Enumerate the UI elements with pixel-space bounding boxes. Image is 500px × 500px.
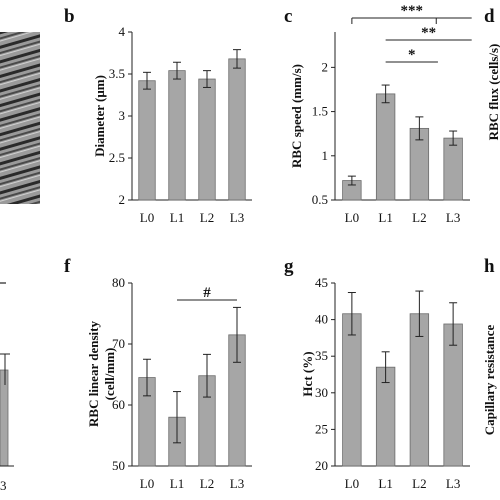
panel-g-xtick-label: L0	[345, 476, 359, 491]
panel-b-xtick-label: L2	[200, 210, 214, 225]
panel-label-b: b	[64, 6, 75, 27]
panel-c-xtick-label: L2	[412, 210, 426, 225]
panel-b-ylabel: Diameter (μm)	[92, 75, 107, 157]
panel-f-xtick-label: L1	[170, 476, 184, 491]
panel-g-ylabel: Hct (%)	[300, 351, 315, 396]
panel-f-ytick-label: 50	[112, 458, 125, 473]
panel-f-chart: 50 60 70 80 L0 L1 L2 L3 RBC linear density (cell/…	[86, 275, 252, 491]
panel-b-ytick-label: 2.5	[109, 150, 125, 165]
panel-b-xtick-label: L1	[170, 210, 184, 225]
panel-g-ytick-label: 30	[315, 385, 328, 400]
panel-c-xtick-label: L1	[378, 210, 392, 225]
panel-b-ytick-label: 3.5	[109, 66, 125, 81]
panel-b-xtick-label: L3	[230, 210, 244, 225]
panel-b-bar	[198, 78, 216, 201]
panel-c-ylabel: RBC speed (mm/s)	[289, 64, 304, 168]
panel-a	[0, 32, 40, 204]
panel-b-ytick-label: 2	[119, 192, 126, 207]
panel-label-f: f	[64, 256, 71, 277]
panel-c-sig-label: ***	[401, 3, 424, 19]
panel-f-xtick-label: L2	[200, 476, 214, 491]
panel-g-xtick-label: L3	[446, 476, 460, 491]
panel-g-chart: 20 25 30 35 40 45 L0 L1 L2 L3 Hct (%)	[300, 275, 470, 491]
panel-f-xtick-label: L0	[140, 476, 154, 491]
panel-f-sig-label: #	[203, 285, 211, 301]
panel-label-h: h	[484, 256, 495, 277]
panel-g-ytick-label: 20	[315, 458, 328, 473]
panel-g-bar	[342, 313, 362, 467]
panel-b-bar	[138, 80, 156, 201]
panel-c-ytick-label: 1	[322, 148, 329, 163]
panel-f-ytick-label: 60	[112, 397, 125, 412]
panel-c-bar	[375, 93, 396, 201]
panel-f-ytick-label: 70	[112, 336, 125, 351]
panel-c-sig-label: *	[408, 47, 416, 63]
panel-c-ytick-label: 0.5	[312, 192, 328, 207]
panel-a-image	[0, 32, 40, 204]
panel-g-ytick-label: 35	[315, 348, 328, 363]
panel-e-xtick-partial: L3	[0, 478, 6, 493]
panel-c-ytick-label: 1.5	[312, 104, 328, 119]
panel-label-g: g	[284, 256, 294, 277]
panel-g-ytick-label: 40	[315, 312, 328, 327]
panel-g-xtick-label: L1	[378, 476, 392, 491]
panel-e-partial: L3	[0, 282, 14, 493]
panel-h-ylabel-partial: Capillary resistance	[482, 324, 497, 435]
panel-b-bar	[228, 58, 246, 201]
panel-f-ylabel: RBC linear density	[86, 321, 101, 427]
panel-c-bar	[443, 137, 463, 201]
panel-f-xtick-label: L3	[230, 476, 244, 491]
panel-g-ytick-label: 25	[315, 421, 328, 436]
panel-b-ytick-label: 4	[119, 24, 126, 39]
panel-label-d: d	[484, 6, 495, 27]
panel-c-sig-label: **	[421, 25, 436, 41]
panel-g-ytick-label: 45	[315, 275, 328, 290]
charts: 2 2.5 3 3.5 4 L0 L1 L2 L3 Diameter (μm) 0.5 1 1.5 2 L0…	[86, 3, 472, 491]
panel-c-xtick-label: L3	[446, 210, 460, 225]
panel-label-c: c	[284, 6, 292, 27]
panel-f-ytick-label: 80	[112, 275, 125, 290]
panel-g-xtick-label: L2	[412, 476, 426, 491]
panel-d-ylabel-partial: RBC flux (cells/s)	[486, 44, 500, 141]
panel-e-bar	[0, 369, 9, 467]
panel-b-ytick-label: 3	[119, 108, 126, 123]
panel-b-xtick-label: L0	[140, 210, 154, 225]
panel-b-chart: 2 2.5 3 3.5 4 L0 L1 L2 L3 Diameter (μm)	[92, 24, 252, 225]
panel-b-bar	[168, 70, 186, 201]
panel-c-xtick-label: L0	[345, 210, 359, 225]
panel-f-ylabel-units: (cell/mm)	[102, 348, 117, 401]
panel-c-ytick-label: 2	[322, 59, 329, 74]
